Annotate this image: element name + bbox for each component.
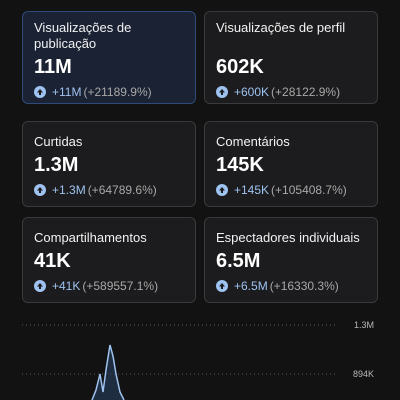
gridline-label-top: 1.3M — [353, 320, 374, 330]
metric-title: Curtidas — [34, 134, 83, 149]
metric-card-profile-views[interactable]: Visualizações de perfil 602K +600K (+281… — [204, 11, 378, 104]
metric-delta-absolute: +6.5M — [234, 279, 268, 293]
metric-card-likes[interactable]: Curtidas 1.3M +1.3M (+64789.6%) — [22, 121, 196, 207]
metric-delta-absolute: +600K — [234, 85, 270, 99]
arrow-up-icon — [34, 280, 46, 292]
metric-title: Compartilhamentos — [34, 230, 147, 245]
arrow-up-icon — [34, 184, 46, 196]
metric-delta-percent: (+16330.3%) — [269, 279, 339, 293]
metric-card-comments[interactable]: Comentários 145K +145K (+105408.7%) — [204, 121, 378, 207]
metric-card-shares[interactable]: Compartilhamentos 41K +41K (+589557.1%) — [22, 217, 196, 303]
arrow-up-icon — [216, 86, 228, 98]
metric-value: 11M — [34, 56, 72, 78]
trend-area — [92, 345, 124, 400]
metric-delta-percent: (+21189.9%) — [83, 85, 152, 99]
arrow-up-icon — [216, 280, 228, 292]
metric-value: 41K — [34, 250, 71, 272]
metric-delta-absolute: +41K — [52, 279, 81, 293]
metric-delta: +6.5M (+16330.3%) — [216, 279, 366, 293]
metric-title: Visualizações de publicação — [34, 20, 132, 51]
trend-chart: 1.3M 894K — [0, 312, 400, 400]
metric-delta-absolute: +11M — [52, 85, 82, 99]
metric-value: 145K — [216, 154, 264, 176]
metric-delta-percent: (+28122.9%) — [271, 85, 341, 99]
metric-title: Espectadores individuais — [216, 230, 360, 245]
arrow-up-icon — [216, 184, 228, 196]
metric-card-unique-viewers[interactable]: Espectadores individuais 6.5M +6.5M (+16… — [204, 217, 378, 303]
metric-delta: +41K (+589557.1%) — [34, 279, 184, 293]
metric-delta-absolute: +1.3M — [52, 183, 86, 197]
metric-value: 602K — [216, 56, 264, 78]
metric-value: 6.5M — [216, 250, 261, 272]
metric-delta-percent: (+105408.7%) — [271, 183, 347, 197]
metric-delta-percent: (+589557.1%) — [82, 279, 159, 293]
metric-title: Visualizações de perfil — [216, 20, 346, 35]
gridline-label-middle: 894K — [352, 369, 374, 379]
metric-delta-absolute: +145K — [234, 183, 270, 197]
metric-card-post-views[interactable]: Visualizações de publicação 11M +11M (+2… — [22, 11, 196, 104]
metric-value: 1.3M — [34, 154, 79, 176]
metric-delta: +600K (+28122.9%) — [216, 85, 366, 99]
trend-line — [91, 344, 125, 400]
metric-delta: +1.3M (+64789.6%) — [34, 183, 184, 197]
metric-delta-percent: (+64789.6%) — [87, 183, 157, 197]
arrow-up-icon — [34, 86, 46, 98]
metric-title: Comentários — [216, 134, 290, 149]
trend-chart-svg — [22, 324, 338, 400]
metric-delta: +145K (+105408.7%) — [216, 183, 366, 197]
metric-delta: +11M (+21189.9%) — [34, 85, 184, 99]
